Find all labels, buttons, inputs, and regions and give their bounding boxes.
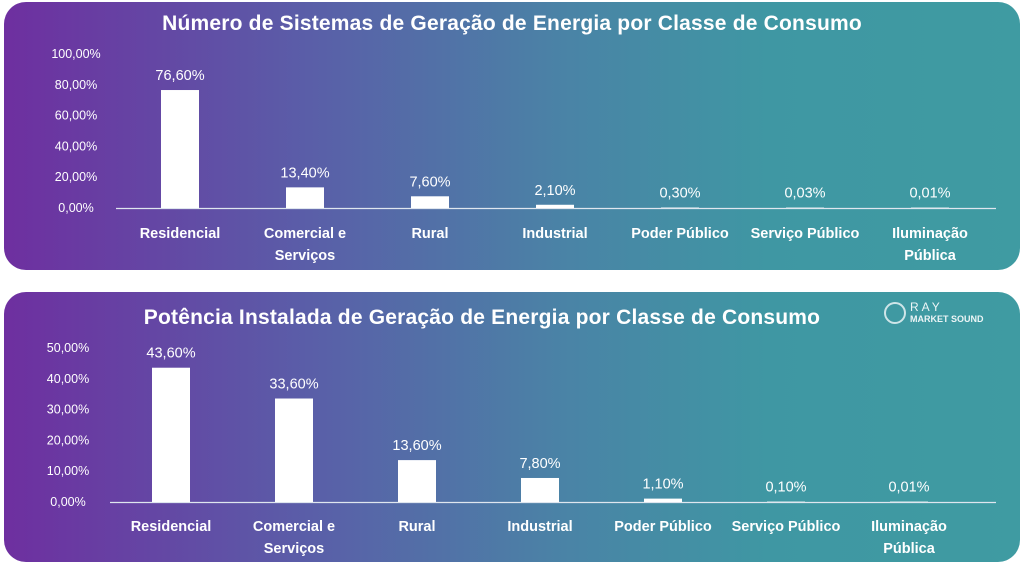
data-label: 76,60%: [155, 68, 204, 84]
logo-subtitle: MARKET SOUND: [910, 314, 984, 324]
category-label: Serviço Público: [732, 519, 841, 535]
y-tick-label: 100,00%: [51, 47, 100, 61]
category-label: Residencial: [140, 226, 221, 242]
y-tick-label: 10,00%: [47, 464, 89, 478]
category-label: Pública: [883, 541, 936, 557]
data-label: 7,80%: [519, 456, 560, 472]
category-label: Industrial: [507, 519, 572, 535]
bar: [398, 460, 436, 502]
data-label: 7,60%: [409, 174, 450, 190]
category-label: Pública: [904, 248, 957, 264]
data-label: 0,10%: [765, 480, 806, 496]
y-tick-label: 40,00%: [55, 139, 97, 153]
category-label: Industrial: [522, 226, 587, 242]
globe-icon: [884, 302, 906, 324]
category-label: Rural: [398, 519, 435, 535]
data-label: 33,60%: [269, 377, 318, 393]
data-label: 2,10%: [534, 183, 575, 199]
y-tick-label: 0,00%: [50, 495, 85, 509]
bar: [411, 196, 449, 208]
y-tick-label: 80,00%: [55, 78, 97, 92]
data-label: 43,60%: [146, 346, 195, 362]
category-label: Iluminação: [871, 519, 947, 535]
category-label: Rural: [411, 226, 448, 242]
y-tick-label: 20,00%: [47, 433, 89, 447]
chart-panel-systems: Número de Sistemas de Geração de Energia…: [4, 2, 1020, 270]
bar: [521, 477, 559, 502]
data-label: 13,60%: [392, 438, 441, 454]
category-label: Comercial e: [264, 226, 346, 242]
chart-title: Número de Sistemas de Geração de Energia…: [162, 12, 862, 35]
brand-logo: RAY MARKET SOUND: [884, 300, 994, 328]
category-label: Poder Público: [631, 226, 729, 242]
category-label: Iluminação: [892, 226, 968, 242]
y-tick-label: 0,00%: [58, 201, 93, 215]
y-tick-label: 40,00%: [47, 372, 89, 386]
chart-plot-systems: 0,00% 20,00% 40,00% 60,00% 80,00% 100,00% 76,6…: [51, 47, 996, 264]
y-tick-label: 50,00%: [47, 341, 89, 355]
y-tick-label: 60,00%: [55, 109, 97, 123]
category-label: Serviço Público: [751, 226, 860, 242]
category-label: Residencial: [131, 519, 212, 535]
data-label: 0,01%: [888, 480, 929, 496]
bar: [644, 498, 682, 502]
y-tick-label: 30,00%: [47, 403, 89, 417]
data-label: 0,01%: [909, 186, 950, 202]
logo-name: RAY: [910, 300, 943, 314]
data-label: 0,03%: [784, 186, 825, 202]
data-label: 13,40%: [280, 165, 329, 181]
category-label: Serviços: [264, 541, 324, 557]
bar: [161, 90, 199, 208]
category-label: Comercial e: [253, 519, 335, 535]
y-tick-label: 20,00%: [55, 170, 97, 184]
chart-title: Potência Instalada de Geração de Energia…: [143, 306, 821, 329]
bar: [275, 398, 313, 502]
category-label: Serviços: [275, 248, 335, 264]
data-label: 1,10%: [642, 477, 683, 493]
chart-panel-power: Potência Instalada de Geração de Energia…: [4, 292, 1020, 562]
bar: [536, 204, 574, 208]
bar: [286, 187, 324, 208]
bar: [152, 367, 190, 502]
data-label: 0,30%: [659, 186, 700, 202]
chart-plot-power: 0,00% 10,00% 20,00% 30,00% 40,00% 50,00% 43,60…: [47, 341, 996, 557]
category-label: Poder Público: [614, 519, 712, 535]
